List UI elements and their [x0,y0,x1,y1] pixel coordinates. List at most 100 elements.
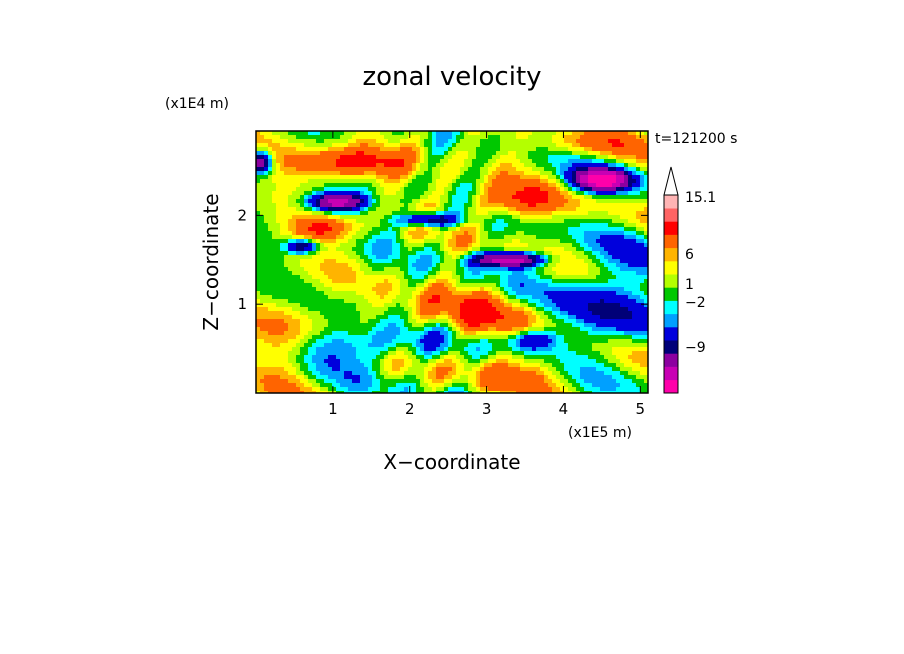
field-cell [276,259,281,264]
field-cell [436,199,441,204]
field-cell [572,331,577,336]
field-cell [520,319,525,324]
field-cell [572,263,577,268]
field-cell [588,219,593,224]
field-cell [428,187,433,192]
field-cell [292,327,297,332]
field-cell [456,243,461,248]
field-cell [280,199,285,204]
field-cell [512,163,517,168]
field-cell [452,135,457,140]
field-cell [492,215,497,220]
field-cell [324,235,329,240]
field-cell [460,163,465,168]
field-cell [412,251,417,256]
field-cell [508,247,513,252]
field-cell [404,271,409,276]
field-cell [376,191,381,196]
field-cell [640,151,645,156]
field-cell [644,163,649,168]
field-cell [408,223,413,228]
field-cell [376,323,381,328]
field-cell [524,231,529,236]
field-cell [516,271,521,276]
field-cell [444,271,449,276]
field-cell [448,287,453,292]
field-cell [520,171,525,176]
field-cell [332,319,337,324]
field-cell [260,155,265,160]
field-cell [564,143,569,148]
field-cell [492,291,497,296]
field-cell [560,167,565,172]
field-cell [352,143,357,148]
field-cell [368,259,373,264]
field-cell [292,251,297,256]
field-cell [608,155,613,160]
field-cell [572,243,577,248]
field-cell [560,191,565,196]
field-cell [260,247,265,252]
field-cell [548,151,553,156]
field-cell [644,159,649,164]
field-cell [316,323,321,328]
field-cell [632,175,637,180]
field-cell [516,187,521,192]
field-cell [380,267,385,272]
field-cell [540,291,545,296]
field-cell [284,243,289,248]
field-cell [444,203,449,208]
field-cell [408,195,413,200]
field-cell [548,331,553,336]
field-cell [436,243,441,248]
field-cell [324,215,329,220]
field-cell [308,175,313,180]
field-cell [524,331,529,336]
field-cell [580,215,585,220]
field-cell [636,247,641,252]
field-cell [304,203,309,208]
field-cell [624,299,629,304]
field-cell [552,239,557,244]
field-cell [432,155,437,160]
field-cell [592,331,597,336]
field-cell [368,179,373,184]
field-cell [532,139,537,144]
field-cell [264,187,269,192]
field-cell [480,239,485,244]
field-cell [644,143,649,148]
field-cell [268,311,273,316]
field-cell [332,155,337,160]
field-cell [536,307,541,312]
field-cell [504,203,509,208]
field-cell [264,151,269,156]
field-cell [596,291,601,296]
field-cell [544,227,549,232]
field-cell [300,307,305,312]
field-cell [628,215,633,220]
field-cell [316,239,321,244]
field-cell [260,255,265,260]
field-cell [280,319,285,324]
field-cell [528,267,533,272]
field-cell [616,211,621,216]
field-cell [296,307,301,312]
field-cell [420,275,425,280]
field-cell [552,263,557,268]
field-cell [632,231,637,236]
field-cell [420,231,425,236]
field-cell [472,235,477,240]
field-cell [256,215,261,220]
field-cell [556,235,561,240]
field-cell [328,303,333,308]
field-cell [436,143,441,148]
field-cell [312,315,317,320]
field-cell [556,255,561,260]
field-cell [372,315,377,320]
field-cell [360,179,365,184]
field-cell [616,163,621,168]
field-cell [268,295,273,300]
field-cell [600,143,605,148]
field-cell [268,303,273,308]
